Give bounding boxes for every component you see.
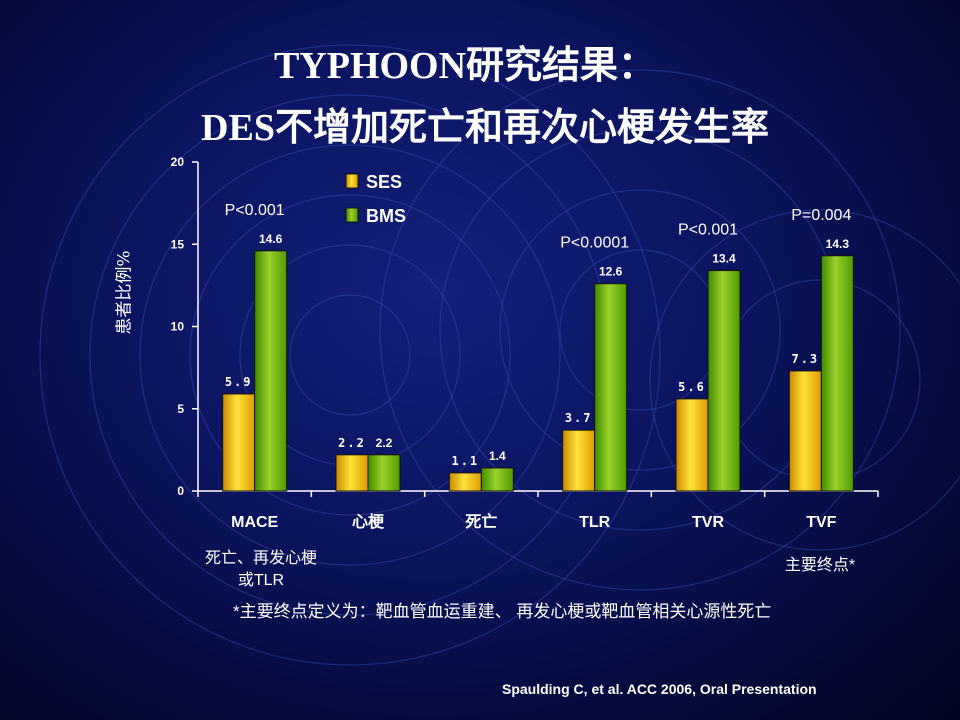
ses-bar [448,472,482,492]
mace-note-line1: 死亡、再发心梗 [204,550,317,567]
y-tick-label: 20 [171,155,185,169]
y-tick-label: 0 [177,484,184,498]
value-label: 2.2 [376,436,393,450]
bms-bar [367,454,401,492]
legend-label-bms: BMS [366,206,406,226]
ses-bar [222,393,256,492]
bms-bar [820,255,854,492]
value-label: 13.4 [712,252,736,266]
value-label: 2.2 [338,436,366,450]
p-value-label: P<0.0001 [560,235,629,252]
category-label: TVF [806,514,836,531]
slide-title-line2: DES不增加死亡和再次心梗发生率 [201,107,769,149]
y-tick-label: 10 [171,320,185,334]
value-label: 14.3 [826,237,850,251]
ses-bar [562,429,596,492]
legend-label-ses: SES [366,172,402,192]
tvf-note: 主要终点* [784,557,856,574]
bms-bar [254,250,288,492]
bms-bar [594,283,628,492]
bms-bar [707,270,741,492]
value-label: 3.7 [565,411,593,425]
citation: Spaulding C, et al. ACC 2006, Oral Prese… [502,681,817,697]
y-tick-label: 15 [171,237,185,251]
value-label: 5.9 [225,375,253,389]
value-label: 1.1 [451,454,479,468]
value-label: 5.6 [678,380,706,394]
p-value-label: P=0.004 [791,207,851,224]
category-label: 心梗 [352,512,385,531]
bms-bar [480,467,514,492]
category-label: TLR [579,514,611,531]
footnote: *主要终点定义为：靶血管血运重建、 再发心梗或靶血管相关心源性死亡 [233,602,772,621]
slide-title-line1: TYPHOON研究结果： [273,45,657,87]
category-label: 死亡 [465,512,497,531]
category-label: TVR [692,514,724,531]
y-tick-label: 5 [177,402,184,416]
value-label: 14.6 [259,232,283,246]
value-label: 1.4 [489,449,506,463]
value-label: 7.3 [791,352,819,366]
ses-bar [675,398,709,492]
legend-swatch-bms [345,207,359,223]
ses-bar [788,370,822,492]
p-value-label: P<0.001 [225,202,285,219]
value-label: 12.6 [599,265,623,279]
legend-swatch-ses [345,173,359,189]
category-label: MACE [231,514,278,531]
p-value-label: P<0.001 [678,222,738,239]
ses-bar [335,454,369,492]
mace-note-line2: 或TLR [237,572,285,589]
